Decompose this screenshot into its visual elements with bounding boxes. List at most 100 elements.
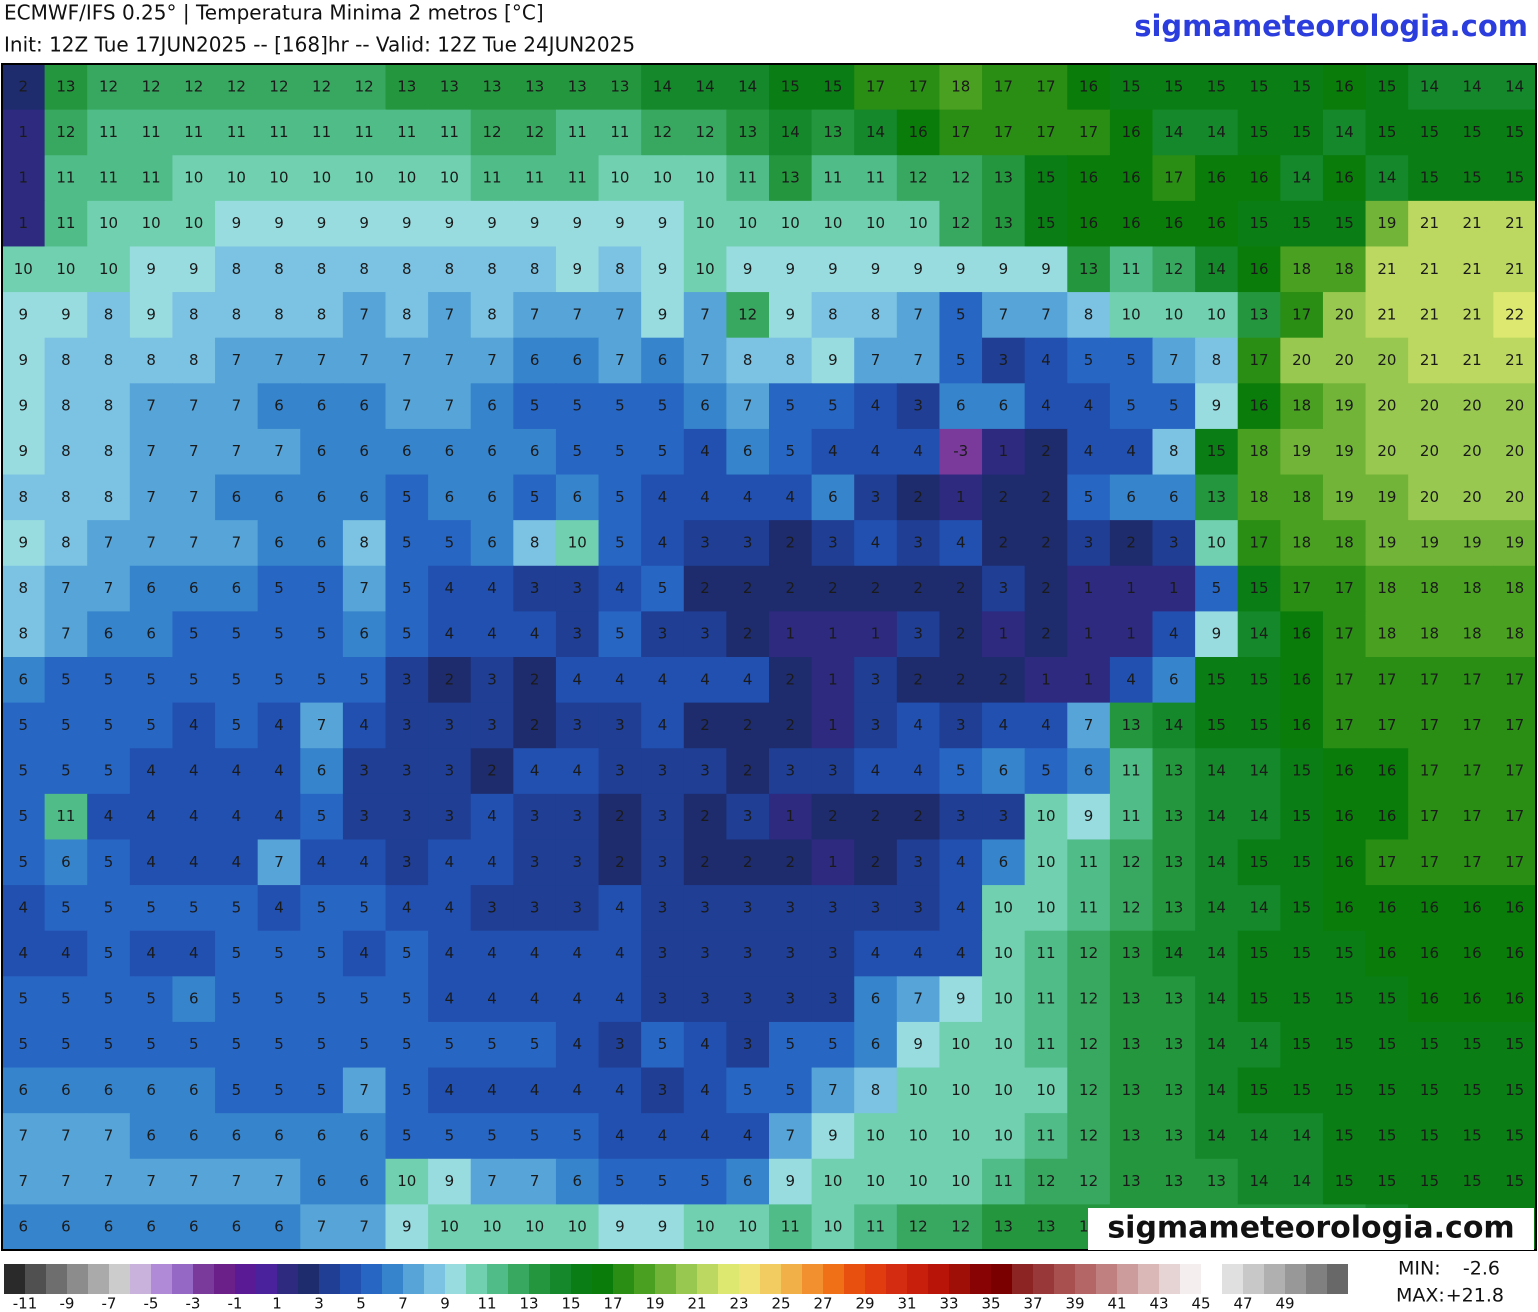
cell-label: 13 — [56, 77, 75, 95]
cell-label: 3 — [615, 762, 625, 780]
temperature-cell — [1152, 930, 1196, 977]
temperature-cell — [555, 64, 600, 111]
cell-label: 21 — [1420, 260, 1439, 278]
temperature-cell — [1450, 793, 1494, 841]
temperature-cell — [1195, 565, 1239, 612]
temperature-cell — [129, 292, 174, 339]
cell-label: 11 — [866, 1218, 885, 1236]
cell-label: 2 — [913, 670, 923, 688]
temperature-cell — [811, 839, 855, 886]
cell-label: 4 — [615, 1081, 625, 1099]
cell-label: 13 — [1164, 807, 1183, 825]
temperature-cell — [428, 246, 472, 293]
colorbar-swatch — [382, 1264, 403, 1294]
cell-label: 12 — [1036, 1172, 1055, 1190]
temperature-cell — [172, 1067, 216, 1114]
cell-label: 12 — [312, 77, 331, 95]
cell-label: 10 — [781, 214, 800, 232]
colorbar-swatch — [1117, 1264, 1138, 1294]
temperature-cell — [342, 930, 387, 977]
temperature-cell — [1408, 793, 1452, 841]
cell-label: 2 — [999, 488, 1009, 506]
temperature-cell — [1024, 1021, 1068, 1069]
cell-label: 11 — [142, 123, 161, 141]
temperature-cell — [257, 520, 301, 567]
cell-label: 2 — [743, 716, 753, 734]
cell-label: 7 — [1169, 351, 1179, 369]
temperature-cell — [1237, 565, 1281, 612]
cell-label: 4 — [232, 853, 242, 871]
temperature-cell — [300, 64, 344, 111]
temperature-cell — [172, 748, 216, 795]
cell-label: 15 — [1505, 1081, 1524, 1099]
cell-label: 18 — [1292, 533, 1311, 551]
cell-label: 10 — [909, 1172, 928, 1190]
temperature-cell — [555, 748, 600, 795]
cell-label: 4 — [530, 990, 540, 1008]
temperature-cell — [598, 702, 642, 749]
temperature-cell — [2, 930, 46, 977]
temperature-cell — [257, 748, 301, 795]
cell-label: 1 — [999, 625, 1009, 643]
temperature-cell — [87, 976, 131, 1023]
temperature-cell — [598, 793, 642, 841]
temperature-cell — [683, 246, 727, 293]
temperature-cell — [1109, 1021, 1154, 1069]
cell-label: 3 — [359, 807, 369, 825]
temperature-cell — [1322, 930, 1367, 977]
cell-label: 16 — [1505, 944, 1524, 962]
cell-label: 10 — [56, 260, 75, 278]
colorbar-swatch — [256, 1264, 277, 1294]
colorbar-swatch — [550, 1264, 571, 1294]
cell-label: 4 — [700, 442, 710, 460]
temperature-cell — [428, 1113, 472, 1160]
cell-label: 7 — [530, 1172, 540, 1190]
temperature-cell — [385, 976, 429, 1023]
temperature-cell — [811, 383, 855, 430]
cell-label: 5 — [104, 898, 114, 916]
cell-label: 6 — [1169, 670, 1179, 688]
temperature-cell — [555, 292, 600, 339]
cell-label: 5 — [317, 670, 327, 688]
temperature-cell — [87, 702, 131, 749]
temperature-cell — [1237, 109, 1281, 156]
cell-label: 7 — [61, 1126, 71, 1144]
cell-label: 15 — [1377, 1035, 1396, 1053]
cell-label: 16 — [1505, 898, 1524, 916]
cell-label: 12 — [653, 123, 672, 141]
cell-label: 1 — [1126, 579, 1136, 597]
temperature-cell — [1152, 200, 1196, 248]
colorbar-swatch — [214, 1264, 235, 1294]
cell-label: 6 — [189, 990, 199, 1008]
colorbar-swatch — [970, 1264, 991, 1294]
temperature-cell — [726, 793, 770, 841]
cell-label: 1 — [871, 625, 881, 643]
temperature-cell — [44, 155, 88, 202]
colorbar-label: 3 — [314, 1295, 324, 1312]
temperature-cell — [428, 474, 472, 521]
colorbar-swatch — [1012, 1264, 1033, 1294]
cell-label: 8 — [104, 488, 114, 506]
temperature-cell — [555, 930, 600, 977]
cell-label: 17 — [1505, 807, 1524, 825]
cell-label: 16 — [1164, 214, 1183, 232]
temperature-cell — [982, 885, 1026, 932]
cell-label: 13 — [440, 77, 459, 95]
temperature-cell — [2, 109, 46, 156]
temperature-cell — [854, 1158, 898, 1205]
temperature-cell — [172, 1021, 216, 1069]
temperature-cell — [598, 748, 642, 795]
temperature-cell — [129, 383, 174, 430]
temperature-cell — [854, 1021, 898, 1069]
temperature-cell — [1493, 520, 1537, 567]
cell-label: 8 — [1084, 305, 1094, 323]
cell-label: 3 — [828, 533, 838, 551]
cell-label: 3 — [871, 488, 881, 506]
cell-label: 14 — [1249, 1126, 1268, 1144]
cell-label: 16 — [1249, 397, 1268, 415]
temperature-cell — [1450, 565, 1494, 612]
cell-label: 12 — [56, 123, 75, 141]
temperature-cell — [215, 337, 259, 384]
cell-label: 22 — [1505, 305, 1524, 323]
